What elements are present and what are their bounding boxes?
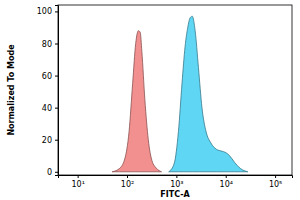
plot: 10¹ 10² 10³ 10⁴ 10⁵ 0 20 40 60 80 100: [37, 5, 293, 189]
x-tick: 10⁵: [269, 175, 282, 189]
x-tick: 10¹: [71, 175, 84, 189]
y-tick: 0: [47, 168, 58, 177]
y-axis-title: Normalized To Mode: [7, 44, 16, 136]
y-tick-label: 60: [42, 72, 52, 81]
chart: 10¹ 10² 10³ 10⁴ 10⁵ 0 20 40 60 80 100 FITC-A Normali…: [0, 0, 300, 200]
x-tick-label: 10²: [121, 180, 134, 189]
x-tick-label: 10³: [170, 180, 183, 189]
x-tick: 10²: [121, 175, 134, 189]
y-tick-label: 0: [47, 168, 52, 177]
y-axis: 0 20 40 60 80 100: [37, 6, 59, 177]
y-tick: 40: [42, 104, 58, 113]
y-tick: 100: [37, 7, 58, 16]
y-tick-mark: [55, 172, 58, 173]
y-tick-label: 40: [42, 104, 52, 113]
y-tick-mark: [55, 11, 58, 12]
histogram-area: [112, 31, 161, 172]
y-tick-mark: [55, 140, 58, 141]
y-tick-label: 100: [37, 7, 52, 16]
y-tick: 60: [42, 72, 58, 81]
x-tick-label: 10⁴: [220, 180, 233, 189]
x-tick: 10⁴: [220, 175, 233, 189]
marks: [112, 16, 248, 172]
y-tick: 20: [42, 136, 58, 145]
plot-frame: [58, 5, 292, 175]
x-tick-mark: [226, 175, 227, 178]
x-tick-mark: [78, 175, 79, 178]
x-tick-label: 10¹: [71, 180, 84, 189]
histogram-area: [169, 16, 248, 172]
x-tick-mark: [275, 175, 276, 178]
x-tick: 10³: [170, 175, 183, 189]
x-tick-mark: [127, 175, 128, 178]
y-tick: 80: [42, 40, 58, 49]
x-axis: 10¹ 10² 10³ 10⁴ 10⁵: [59, 175, 293, 189]
y-tick-label: 80: [42, 40, 52, 49]
y-tick-label: 20: [42, 136, 52, 145]
x-axis-line: [59, 176, 293, 179]
x-tick-mark: [176, 175, 177, 178]
x-tick-label: 10⁵: [269, 180, 282, 189]
y-tick-mark: [55, 76, 58, 77]
y-axis-line: [55, 6, 59, 176]
y-tick-mark: [55, 43, 58, 44]
x-axis-title: FITC-A: [160, 190, 190, 199]
y-tick-mark: [55, 108, 58, 109]
